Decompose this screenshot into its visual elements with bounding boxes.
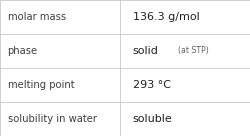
Text: 136.3 g/mol: 136.3 g/mol [132,12,198,22]
Text: molar mass: molar mass [8,12,66,22]
Text: melting point: melting point [8,80,74,90]
Text: 293 °C: 293 °C [132,80,170,90]
Text: (at STP): (at STP) [177,47,208,55]
Text: phase: phase [8,46,38,56]
Text: soluble: soluble [132,114,172,124]
Text: solubility in water: solubility in water [8,114,96,124]
Text: solid: solid [132,46,158,56]
